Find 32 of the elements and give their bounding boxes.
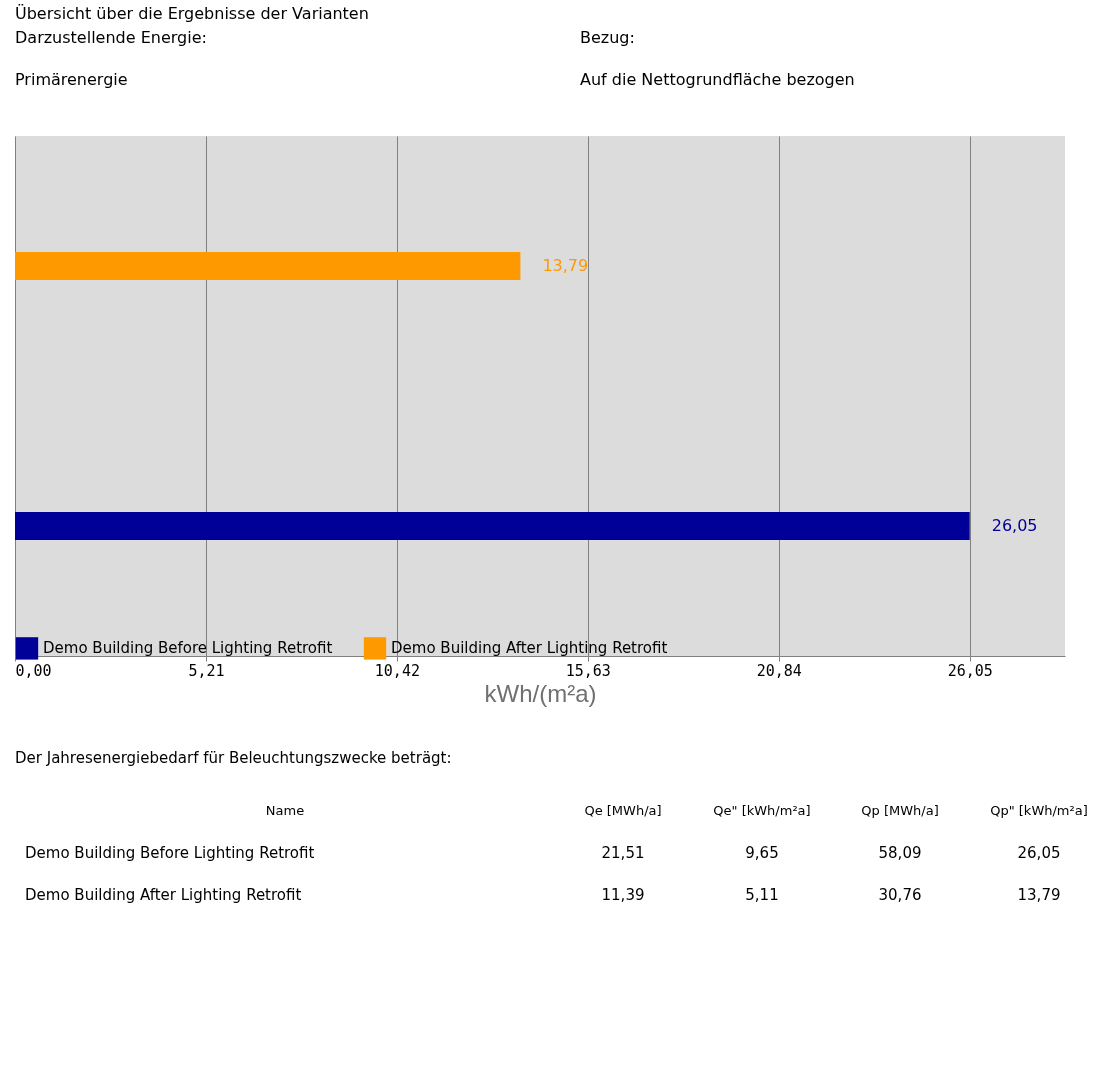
text: Demo Building Before Lighting Retrofit xyxy=(25,844,315,863)
chart-title: Übersicht über die Ergebnisse der Varianten xyxy=(15,4,369,23)
data-label: 26,05 xyxy=(991,516,1038,535)
text: Bezug: xyxy=(580,27,635,47)
x-axis-title: kWh/(m²a) xyxy=(484,679,597,707)
x-tick-label: 10,42 xyxy=(374,661,420,680)
x-tick-label: 5,21 xyxy=(188,661,225,680)
x-tick-label: 15,63 xyxy=(565,661,611,680)
x-tick-label: 0,00 xyxy=(15,661,52,680)
text: Primärenergie xyxy=(15,69,128,89)
text: 58,09 xyxy=(878,844,922,863)
text: 9,65 xyxy=(745,844,779,863)
text: Name xyxy=(265,802,305,818)
x-tick-label: 26,05 xyxy=(947,661,993,680)
legend-label: Demo Building Before Lighting Retrofit xyxy=(43,639,333,658)
text: Qe [MWh/a] xyxy=(584,802,662,818)
text: 13,79 xyxy=(1017,886,1061,905)
legend-label: Demo Building After Lighting Retrofit xyxy=(391,639,668,658)
data-label: 13,79 xyxy=(542,256,589,275)
x-tick-label: 20,84 xyxy=(756,661,802,680)
text: 26,05 xyxy=(1017,844,1061,863)
text: Der Jahresenergiebedarf für Beleuchtungszwecke beträgt: xyxy=(15,748,452,767)
text: Qe" [kWh/m²a] xyxy=(713,802,811,818)
text: Qp" [kWh/m²a] xyxy=(990,802,1088,818)
text: Darzustellende Energie: xyxy=(15,27,207,47)
text: 11,39 xyxy=(601,886,645,905)
text: 30,76 xyxy=(878,886,922,905)
text: Demo Building After Lighting Retrofit xyxy=(25,886,302,905)
text: 5,11 xyxy=(745,886,779,905)
text: 21,51 xyxy=(601,844,645,863)
text: Auf die Nettogrundfläche bezogen xyxy=(580,69,855,89)
text: Qp [MWh/a] xyxy=(861,802,939,818)
